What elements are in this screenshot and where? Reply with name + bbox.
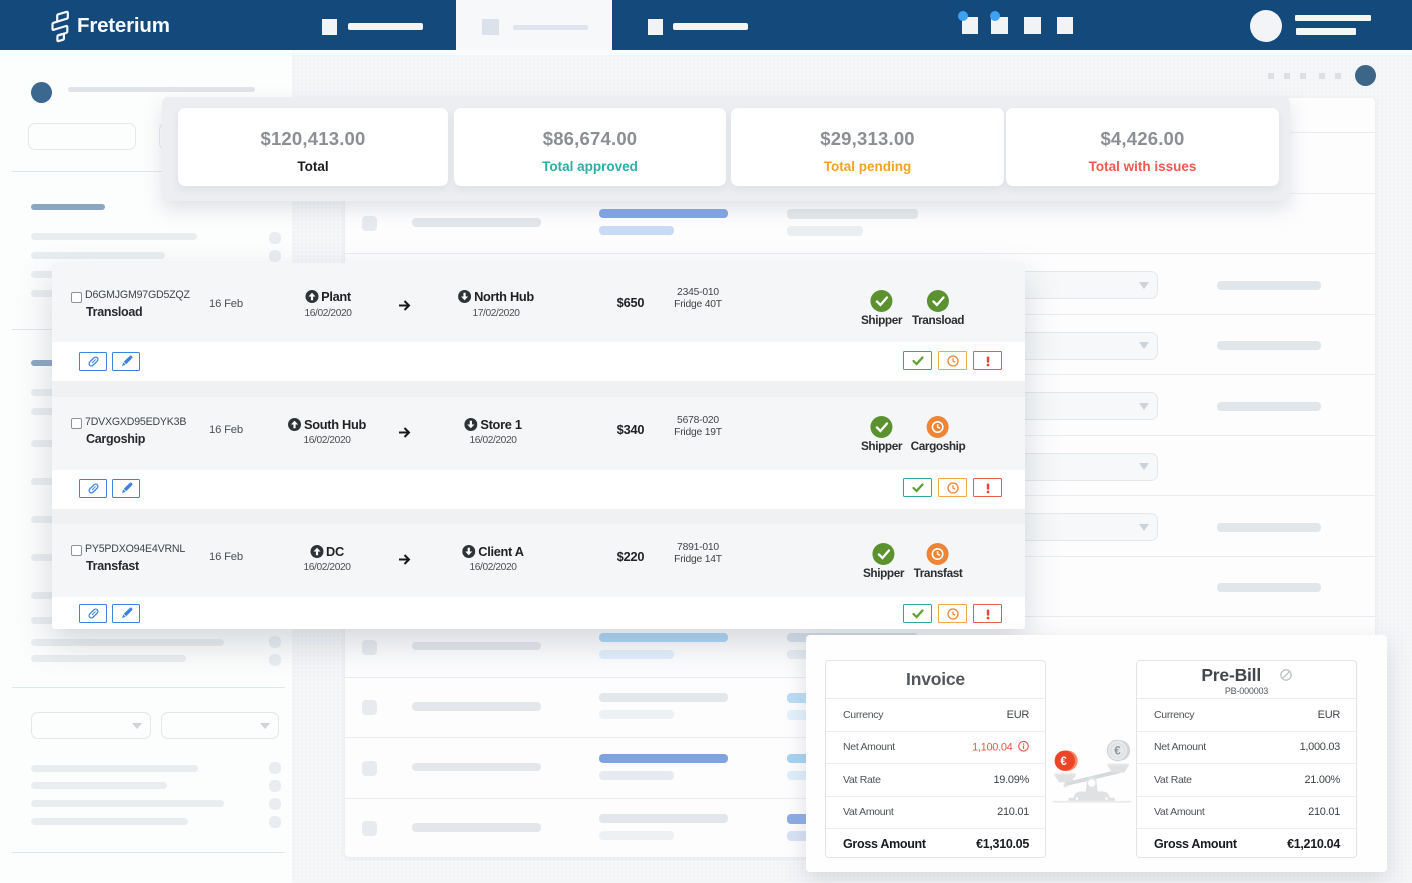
svg-text:€: €: [1114, 746, 1121, 758]
svg-text:€: €: [1060, 756, 1067, 768]
